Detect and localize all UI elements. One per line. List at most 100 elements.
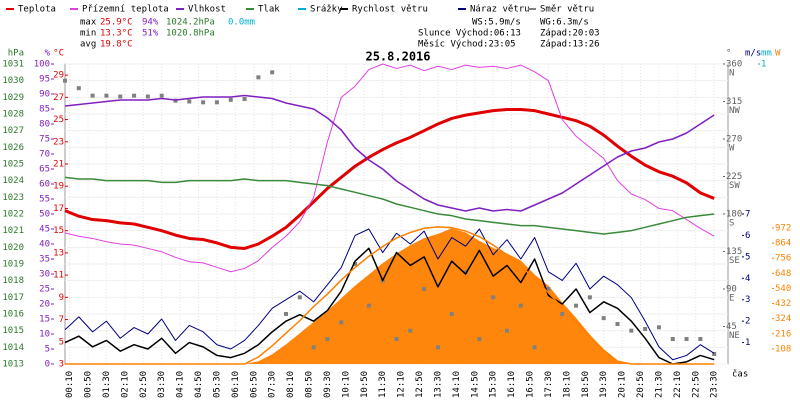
y-tick-label: 324 (775, 314, 791, 324)
point (104, 93, 109, 98)
y-tick-label: 90 (39, 90, 50, 100)
y-tick-label: 1021 (2, 226, 24, 236)
x-tick-label: 16:10 (507, 371, 517, 398)
info-text: Slunce Východ:06:13 (418, 29, 521, 39)
point (325, 337, 330, 341)
x-tick-label: 19:30 (599, 371, 609, 398)
x-tick-label: 13:30 (433, 371, 443, 398)
point (408, 328, 413, 333)
y-tick-label: 80 (39, 120, 50, 130)
y-tick-label: 40 (39, 240, 50, 250)
chart-title: 25.8.2016 (365, 50, 430, 64)
y-tick-label: 315 (726, 97, 742, 107)
y-tick-label: 13 (53, 248, 64, 258)
point (284, 312, 288, 316)
y-tick-label: 27 (53, 93, 64, 103)
y-tick-label: 1027 (2, 126, 24, 136)
y-tick-label: 35 (39, 255, 50, 265)
point (145, 94, 150, 99)
y-tick-label: 15 (53, 226, 64, 236)
point (643, 327, 648, 331)
y-tick-label: 0 (45, 360, 50, 370)
point (90, 93, 95, 98)
y-tick-label: 50 (39, 210, 50, 220)
point (132, 93, 137, 98)
point (214, 100, 219, 105)
point (684, 337, 689, 341)
x-tick-label: 15:30 (489, 371, 499, 398)
x-tick-label: 09:30 (323, 371, 333, 398)
stat-label: max (80, 18, 97, 28)
y-tick-label: 1022 (2, 210, 24, 220)
solar-area (65, 228, 715, 364)
stat-value: 51% (142, 29, 159, 39)
point (270, 70, 275, 75)
y-tick-label: 216 (775, 329, 791, 339)
y-tick-label: 1025 (2, 160, 24, 170)
legend-label: Směr větru (540, 5, 594, 15)
series-line (64, 176, 715, 235)
x-axis-label: čas (732, 369, 748, 380)
point (242, 97, 247, 101)
y-tick-label: 108 (775, 344, 791, 354)
y-tick-label: 3 (59, 360, 64, 370)
y-tick-label: 1023 (2, 193, 24, 203)
y-tick-label: 75 (39, 135, 50, 145)
axis-title: mm (761, 49, 772, 59)
point (670, 337, 675, 341)
y-tick-label: 20 (39, 300, 50, 310)
series-line (64, 247, 715, 365)
point (353, 262, 358, 266)
y-tick-label: 4 (745, 274, 750, 284)
x-tick-label: 00:50 (84, 371, 94, 398)
y-tick-label: 972 (775, 223, 791, 233)
y-tick-label: 29 (53, 71, 64, 81)
point (435, 345, 440, 350)
y-tick-label: 5 (59, 337, 64, 347)
y-tick-label: 7 (59, 315, 64, 325)
point (311, 345, 316, 350)
point (449, 312, 454, 316)
stat-label: avg (80, 40, 96, 50)
point (256, 75, 261, 80)
x-tick-label: 11:30 (378, 371, 388, 398)
x-tick-label: 23:30 (710, 371, 720, 398)
point (656, 325, 661, 330)
info-text: WS:5.9m/s (472, 18, 521, 28)
y-tick-label: 1 (745, 338, 750, 348)
point (574, 303, 579, 308)
point (422, 287, 427, 291)
y-tick-label: 30 (39, 270, 50, 280)
y-tick-label: SW (729, 181, 740, 191)
y-tick-label: 135 (726, 247, 742, 257)
x-tick-label: 05:30 (212, 371, 222, 398)
legend-label: Rychlost větru (352, 5, 428, 15)
point (601, 316, 606, 321)
point (560, 312, 565, 316)
y-tick-label: 756 (775, 254, 791, 264)
y-tick-label: 25 (53, 115, 64, 125)
y-tick-label: 90 (726, 285, 737, 295)
axis-title: hPa (8, 49, 24, 59)
y-tick-label: 1017 (2, 293, 24, 303)
y-tick-label: 45 (39, 225, 50, 235)
y-tick-label: 1018 (2, 276, 24, 286)
point (463, 270, 468, 275)
legend-label: Vlhkost (188, 5, 226, 15)
y-tick-label: 225 (726, 172, 742, 182)
legend-label: Přízemní teplota (82, 5, 169, 15)
y-tick-label: 9 (59, 293, 64, 303)
point (297, 295, 302, 300)
x-tick-label: 14:10 (452, 371, 462, 398)
point (615, 322, 620, 326)
x-tick-label: 00:10 (65, 371, 75, 398)
point (63, 78, 67, 83)
y-tick-label: 100 (34, 60, 50, 70)
stat-value: 13.3°C (100, 29, 133, 39)
point (228, 97, 233, 102)
x-tick-label: 14:50 (470, 371, 480, 398)
point (201, 100, 206, 105)
stat-value: 94% (142, 18, 159, 28)
y-tick-label: 7 (745, 210, 750, 220)
stat-value: 25.9°C (100, 18, 133, 28)
